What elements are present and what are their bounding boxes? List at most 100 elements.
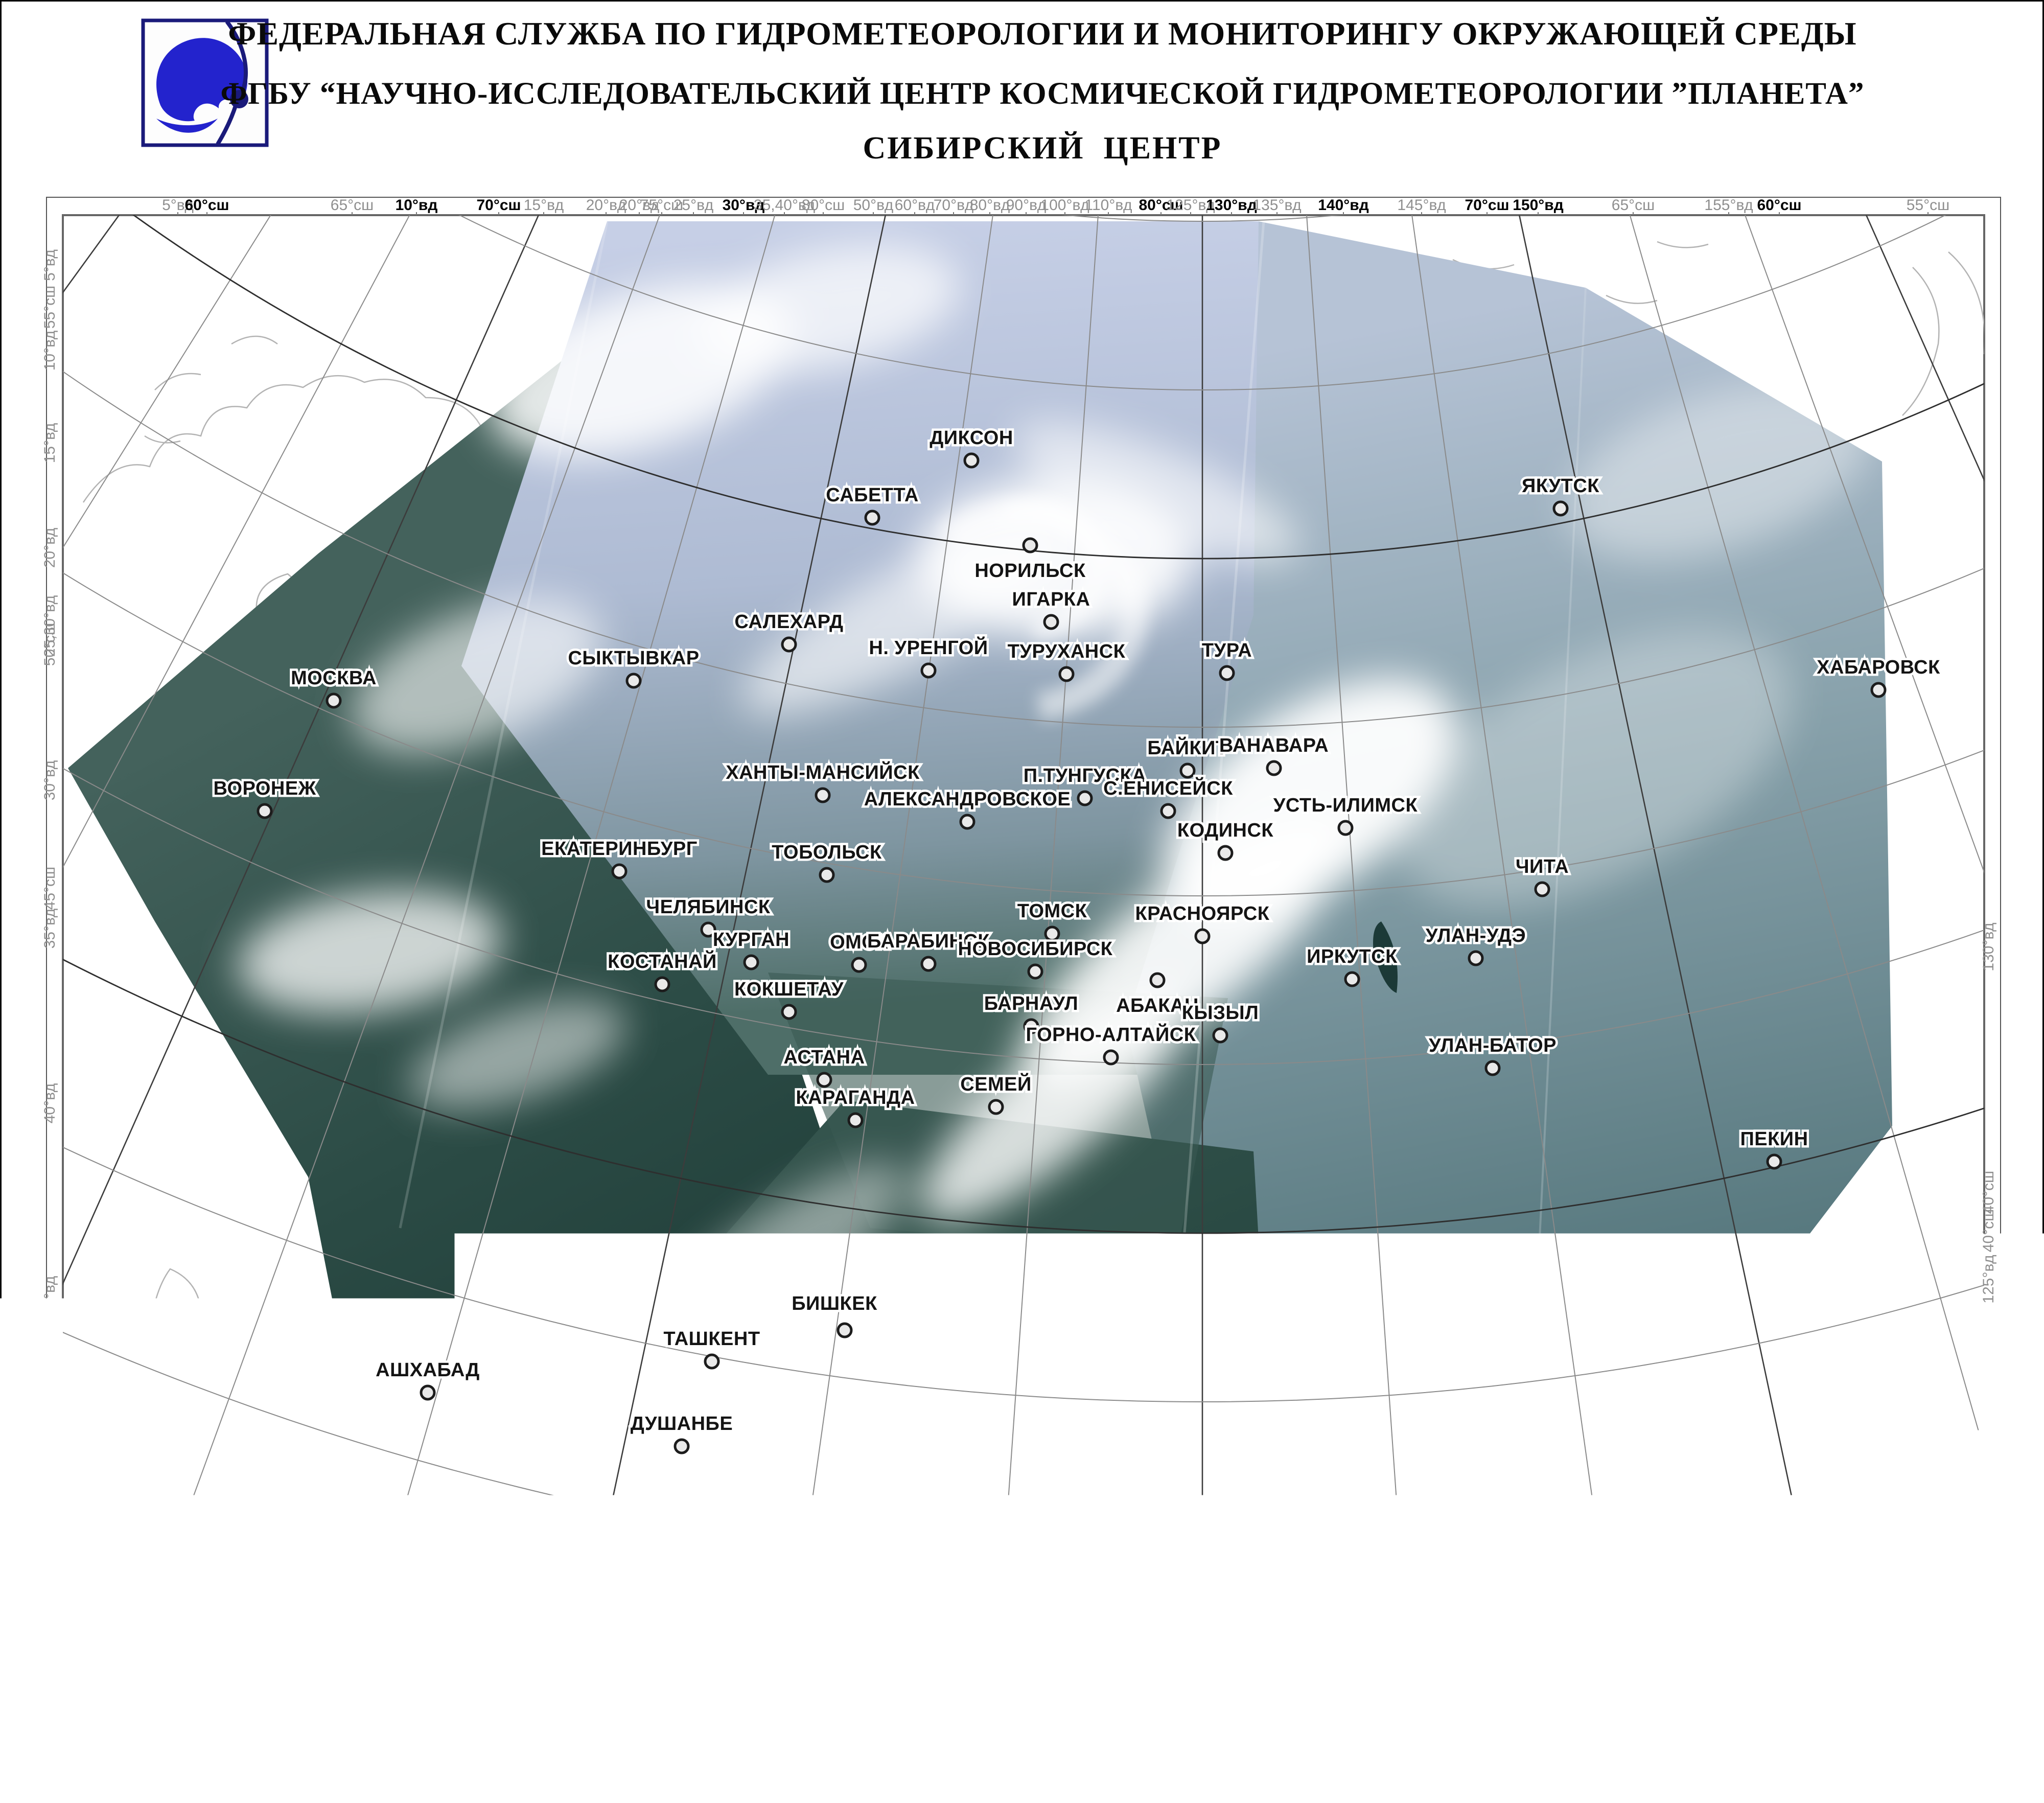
grid-label-top: 25°вд [673,197,713,214]
city-label: БАРНАУЛ [984,993,1078,1014]
city-marker [613,865,626,878]
city-marker [1029,965,1042,978]
city-marker [1078,792,1091,805]
iso-9001-badge: ДОБРОСОВЕСТНЫЙ ПОСТАВЩИК ИСО 9001 -2015 [1893,1674,2025,1792]
grid-label-top: 145°вд [1397,197,1446,214]
city-label: ВАНАВАРА [1219,735,1329,756]
city-marker [820,868,833,882]
city-marker [866,511,879,524]
grid-label-bottom: 90°вд [1235,1590,1277,1607]
city-marker [705,1355,718,1368]
city-marker [327,694,340,707]
city-marker [258,804,271,818]
city-label: БАЙКИТ [1147,736,1227,759]
city-marker [1196,930,1209,943]
grid-label-top: 60°вд [895,197,935,214]
grid-label-left: 55°вд [41,1535,58,1575]
city-label: ПЕКИН [1740,1128,1808,1150]
gmt-times-block: Время по Гринвичу 20.11.25 20:22 GMT 20.… [1573,1635,1874,1787]
grid-label-left: 45°вд [41,1276,58,1316]
montage-subtitle: (МСУ-МР, р/л 1,7 ГГЦ) [206,1697,1790,1731]
grid-label-top: 60°сш [184,197,229,214]
grid-label-top: 135°вд [1252,197,1301,214]
contact-phone: Тел. (383) 363-46-05 [16,1701,163,1723]
contact-fax: Факс (383) 363-46-05 [16,1723,170,1744]
grid-label-top: 70°сш [1465,197,1509,214]
city-label: АСТАНА [783,1047,865,1068]
grid-label-bottom: 60°вд [378,1590,421,1607]
city-label: СЫКТЫВКАР [568,648,699,669]
city-marker [656,978,669,991]
city-label: НОРИЛЬСК [974,560,1086,582]
gmt-row: 20.11.25 22:02 GMT [1573,1717,1874,1752]
city-marker [421,1386,434,1399]
city-marker [675,1440,688,1453]
city-label: НОВОСИБИРСК [958,938,1113,960]
city-label: ХАНТЫ-МАНСИЙСК [726,760,920,783]
city-label: УСТЬ-ИЛИМСК [1273,795,1418,816]
grid-label-left: 50°вд [41,1482,58,1522]
gmt-time: 20:22 GMT [1731,1682,1874,1717]
grid-label-top: 65°сш [1612,197,1655,214]
city-marker [1219,846,1232,860]
satellite-montage-map: 5°вд60°сш 65°сш 10°вд 70°сш 15°вд 20°вд20°вд7… [2,2,2042,1798]
city-marker [922,957,935,970]
grid-label-top: 55°сш [1907,197,1949,214]
grid-label-bottom: 30°сш [1726,1590,1770,1607]
grid-label-top: 50°вд [853,197,893,214]
city-marker [1339,821,1352,835]
city-label: ДИКСОН [930,427,1013,449]
grid-label-top: 70°вд [934,197,973,214]
city-label: ВОРОНЕЖ [213,778,316,799]
city-label: С.ЕНИСЕЙСК [1103,776,1233,799]
city-marker [1024,539,1037,552]
city-label: ХАБАРОВСК [1817,657,1940,678]
city-marker [1486,1061,1499,1075]
city-marker [1214,1029,1227,1042]
montage-channels: канал 4 (3,5-4,1 мкм), канал 5 (10,5-11,… [206,1734,1790,1768]
grid-label-left: 45°сш [41,867,58,910]
city-marker [1554,502,1567,515]
city-label: ТОБОЛЬСК [772,842,882,863]
grid-label-top: 140°вд [1318,197,1369,214]
city-label: КОДИНСК [1177,820,1274,841]
caspian-sea-outline [141,1269,223,1524]
city-label: КОСТАНАЙ [608,950,717,973]
grid-label-top: 65°сш [331,197,374,214]
city-marker [1162,804,1175,818]
montage-sheet: ФЕДЕРАЛЬНАЯ СЛУЖБА ПО ГИДРОМЕТЕОРОЛОГИИ … [0,0,2044,1803]
city-marker [782,1005,796,1019]
grid-label-top: 110°вд [1085,197,1132,214]
city-label: МОСКВА [291,667,377,689]
city-marker [922,664,935,677]
grid-label-left: 15°вд [41,423,58,463]
city-marker [818,1073,831,1087]
city-marker [1151,974,1164,987]
city-label: ГОРНО-АЛТАЙСК [1026,1023,1196,1046]
city-marker [965,454,978,467]
gmt-time: 23:43 GMT [1731,1752,1874,1787]
grid-label-bottom: 110°вд [1856,1590,1907,1607]
grid-label-left: 5°вд [41,249,58,281]
grid-label-left: 30°вд [41,760,58,800]
city-label: ТУРА [1202,640,1252,661]
grid-label-top: 15°вд [524,197,564,214]
city-label: УЛАН-УДЭ [1426,925,1526,946]
gmt-date: 20.11.25 [1573,1717,1701,1752]
city-label: ДУШАНБЕ [631,1413,733,1435]
grid-label-top: 80°вд [970,197,1010,214]
grid-label-top: 80°сш [802,197,845,214]
city-label: ТУРУХАНСК [1008,641,1126,662]
gmt-caption: Время по Гринвичу [1573,1635,1874,1668]
grid-label-right: 40°сш [1980,1209,1997,1252]
city-marker [1181,764,1194,777]
city-marker [852,958,866,972]
city-label: ЧИТА [1516,856,1569,877]
city-marker [1536,883,1549,896]
gmt-row: 20.11.25 20:22 GMT [1573,1682,1874,1717]
contact-url: http://www.rcpod.ru [16,1766,162,1787]
city-label: БИШКЕК [792,1293,877,1314]
city-marker [1345,973,1359,986]
grid-label-bottom: 85°вд [1096,1590,1136,1607]
city-label: ЧЕЛЯБИНСК [646,896,771,918]
